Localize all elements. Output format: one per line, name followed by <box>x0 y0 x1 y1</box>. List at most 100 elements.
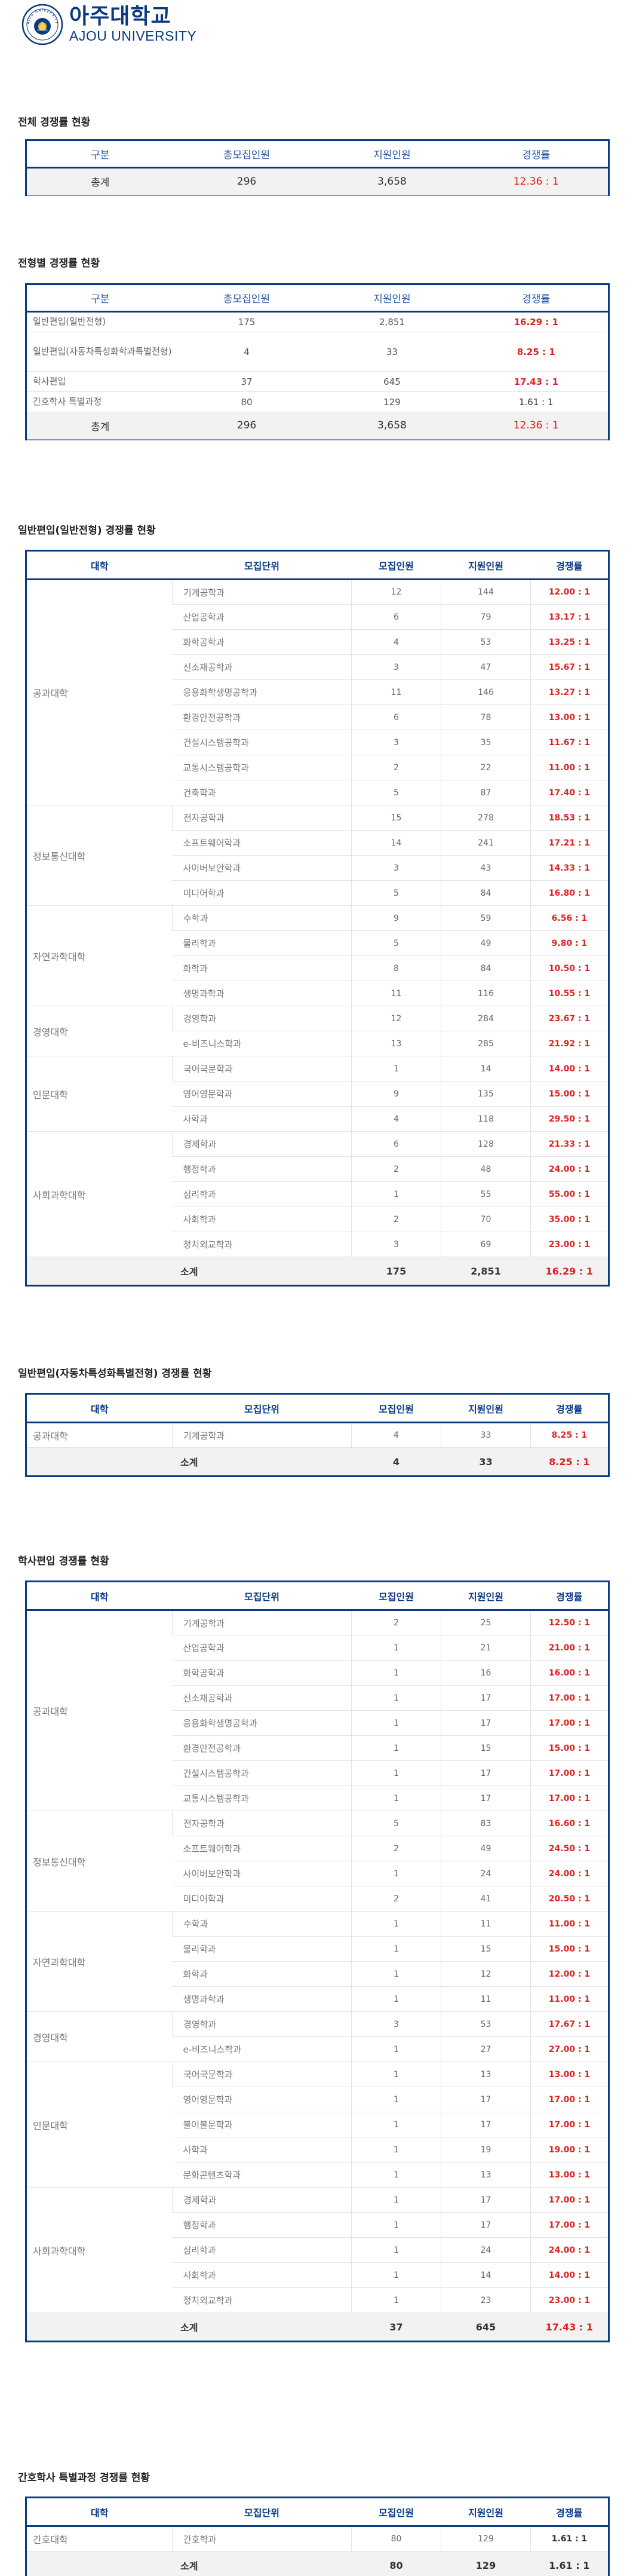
subtotal-label: 소계 <box>26 2312 352 2342</box>
subtotal-applicants: 129 <box>441 2551 531 2576</box>
table-row: 사학과 1 19 19.00 : 1 <box>26 2137 609 2163</box>
table-row: 심리학과 1 55 55.00 : 1 <box>26 1181 609 1207</box>
ratio-value: 12.00 : 1 <box>530 579 609 605</box>
quota-value: 1 <box>351 1056 441 1082</box>
table-row: 미디어학과 2 41 20.50 : 1 <box>26 1886 609 1912</box>
general-table-wrap: 대학 모집단위 모집인원 지원인원 경쟁률 공과대학 기계공학과 12 144 12.00 : … <box>25 550 610 1287</box>
applicants-value: 17 <box>441 1785 531 1811</box>
department-name: 행정학과 <box>172 2212 352 2238</box>
department-name: 교통시스템공학과 <box>172 755 352 780</box>
overall-table: 구분 총모집인원 지원인원 경쟁률 총계 296 3,658 12.36 : 1 <box>25 139 610 196</box>
college-name: 간호대학 <box>26 2526 173 2552</box>
department-name: 미디어학과 <box>172 1886 352 1912</box>
ratio-value: 12.00 : 1 <box>530 1961 609 1987</box>
quota-value: 5 <box>351 880 441 906</box>
type-label: 일반편입(자동차특성화학과특별전형) <box>33 345 172 357</box>
table-row: 일반편입(자동차특성화학과특별전형) 4 33 8.25 : 1 <box>26 332 609 372</box>
total-quota: 296 <box>236 419 257 432</box>
ratio-value: 9.80 : 1 <box>530 930 609 956</box>
applicants-value: 49 <box>441 1836 531 1861</box>
subtotal-applicants: 33 <box>441 1447 531 1477</box>
type-applicants: 2,851 <box>379 317 405 327</box>
ratio-value: 1.61 : 1 <box>530 2526 609 2552</box>
college-name: 자연과학대학 <box>26 905 173 1006</box>
department-name: 경영학과 <box>172 1006 352 1031</box>
ratio-value: 17.00 : 1 <box>530 2112 609 2137</box>
department-name: 국어국문학과 <box>172 2062 352 2087</box>
applicants-value: 21 <box>441 1635 531 1661</box>
college-name: 사회과학대학 <box>26 2187 173 2313</box>
subtotal-label: 소계 <box>26 1447 352 1477</box>
department-name: 화학과 <box>172 955 352 981</box>
quota-value: 1 <box>351 2187 441 2213</box>
applicants-value: 24 <box>441 1861 531 1886</box>
quota-value: 9 <box>351 905 441 931</box>
quota-value: 1 <box>351 2137 441 2163</box>
applicants-value: 17 <box>441 2087 531 2112</box>
applicants-value: 15 <box>441 1735 531 1761</box>
ratio-value: 27.00 : 1 <box>530 2036 609 2062</box>
ratio-value: 29.50 : 1 <box>530 1106 609 1132</box>
general-table: 대학 모집단위 모집인원 지원인원 경쟁률 공과대학 기계공학과 12 144 12.00 : … <box>25 550 610 1287</box>
ratio-value: 16.60 : 1 <box>530 1811 609 1836</box>
column-header: 대학 <box>26 1581 173 1611</box>
table-row: 사회학과 1 14 14.00 : 1 <box>26 2262 609 2288</box>
table-row: 사회학과 2 70 35.00 : 1 <box>26 1206 609 1232</box>
column-header: 모집인원 <box>351 1581 441 1611</box>
department-name: 생명과학과 <box>172 1986 352 2012</box>
college-name: 인문대학 <box>26 2062 173 2188</box>
department-name: 행정학과 <box>172 1156 352 1182</box>
applicants-value: 146 <box>441 679 531 705</box>
quota-value: 3 <box>351 730 441 755</box>
subtotal-quota: 175 <box>351 1257 441 1286</box>
applicants-value: 13 <box>441 2162 531 2188</box>
quota-value: 1 <box>351 2162 441 2188</box>
applicants-value: 22 <box>441 755 531 780</box>
college-name: 경영대학 <box>26 1006 173 1056</box>
table-row: 영어영문학과 1 17 17.00 : 1 <box>26 2087 609 2112</box>
section-title-general: 일반편입(일반전형) 경쟁률 현황 <box>18 525 156 537</box>
column-header: 지원인원 <box>441 550 531 580</box>
table-row: 학사편입 37 645 17.43 : 1 <box>26 372 609 392</box>
applicants-value: 12 <box>441 1961 531 1987</box>
table-row: 사회과학대학 경제학과 6 128 21.33 : 1 <box>26 1131 609 1257</box>
type-applicants: 33 <box>386 346 398 357</box>
quota-value: 11 <box>351 679 441 705</box>
department-name: 정치외교학과 <box>172 1232 352 1257</box>
applicants-value: 25 <box>441 1610 531 1635</box>
column-header: 경쟁률 <box>530 550 609 580</box>
applicants-value: 53 <box>441 629 531 655</box>
ratio-value: 19.00 : 1 <box>530 2137 609 2163</box>
applicants-value: 129 <box>441 2526 531 2552</box>
applicants-value: 17 <box>441 2112 531 2137</box>
applicants-value: 241 <box>441 830 531 856</box>
university-seal-icon: AJOU UNIVERSITY <box>21 4 63 45</box>
quota-value: 6 <box>351 705 441 730</box>
type-quota: 80 <box>241 396 253 408</box>
department-name: 물리학과 <box>172 1936 352 1962</box>
column-header: 경쟁률 <box>464 140 609 169</box>
university-logo[interactable]: AJOU UNIVERSITY 아주대학교 AJOU UNIVERSITY <box>21 2 196 47</box>
applicants-value: 78 <box>441 705 531 730</box>
department-name: 건설시스템공학과 <box>172 730 352 755</box>
column-header: 총모집인원 <box>173 140 320 169</box>
quota-value: 12 <box>351 579 441 605</box>
table-row: 생명과학과 1 11 11.00 : 1 <box>26 1986 609 2012</box>
column-header: 지원인원 <box>319 140 465 169</box>
total-applicants: 3,658 <box>377 419 407 432</box>
applicants-value: 27 <box>441 2036 531 2062</box>
total-applicants: 3,658 <box>377 175 407 188</box>
department-name: 건축학과 <box>172 780 352 805</box>
department-name: 물리학과 <box>172 930 352 956</box>
ratio-value: 16.00 : 1 <box>530 1660 609 1686</box>
department-name: 사회학과 <box>172 2262 352 2288</box>
applicants-value: 19 <box>441 2137 531 2163</box>
applicants-value: 84 <box>441 955 531 981</box>
quota-value: 1 <box>351 1685 441 1711</box>
table-row: 심리학과 1 24 24.00 : 1 <box>26 2237 609 2263</box>
department-name: 경제학과 <box>172 2187 352 2213</box>
table-row: 공과대학 기계공학과 2 25 12.50 : 1 <box>26 1610 609 1811</box>
column-header: 경쟁률 <box>464 284 609 313</box>
subtotal-applicants: 2,851 <box>441 1257 531 1286</box>
subtotal-row: 소계 4 33 8.25 : 1 <box>26 1447 609 1477</box>
